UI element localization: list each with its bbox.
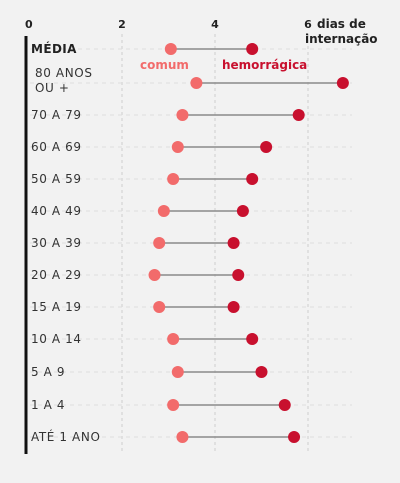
x-tick-label: 4 [211, 18, 219, 31]
x-tick-label: 2 [118, 18, 126, 31]
legend-hemorragica: hemorrágica [222, 58, 307, 72]
dot-hemorragica [255, 366, 268, 378]
category-label: 60 A 69 [31, 140, 82, 154]
dot-hemorragica [246, 173, 259, 185]
dot-hemorragica [246, 43, 259, 55]
dot-comum [167, 173, 180, 185]
dot-comum [171, 141, 184, 153]
dot-hemorragica [260, 141, 273, 153]
dot-comum [167, 399, 180, 411]
dot-hemorragica [288, 431, 301, 443]
dot-hemorragica [336, 77, 349, 89]
legend-comum: comum [140, 58, 189, 72]
category-label: OU + [35, 81, 70, 95]
category-label: 40 A 49 [31, 204, 82, 218]
dot-comum [153, 237, 166, 249]
category-label: 50 A 59 [31, 172, 82, 186]
dot-comum [157, 205, 170, 217]
category-label: 15 A 19 [31, 300, 82, 314]
category-label: 20 A 29 [31, 268, 82, 282]
dot-hemorragica [227, 237, 240, 249]
category-label: MÉDIA [31, 41, 77, 56]
category-label: 10 A 14 [31, 332, 82, 346]
dot-comum [164, 43, 177, 55]
dot-comum [171, 366, 184, 378]
dot-hemorragica [236, 205, 249, 217]
dot-hemorragica [292, 109, 305, 121]
dot-comum [153, 301, 166, 313]
dot-comum [176, 109, 189, 121]
x-unit-label: internação [305, 32, 378, 46]
category-label: 80 ANOS [35, 66, 93, 80]
dot-comum [190, 77, 203, 89]
dot-hemorragica [246, 333, 259, 345]
category-label: 70 A 79 [31, 108, 82, 122]
category-label: 5 A 9 [31, 365, 65, 379]
dot-hemorragica [232, 269, 245, 281]
category-label: 30 A 39 [31, 236, 82, 250]
dot-comum [148, 269, 161, 281]
dot-comum [176, 431, 189, 443]
dot-comum [167, 333, 180, 345]
category-label: ATÉ 1 ANO [31, 429, 100, 444]
category-label: 1 A 4 [31, 398, 65, 412]
x-tick-label: 0 [25, 18, 33, 31]
dot-hemorragica [278, 399, 291, 411]
dot-hemorragica [227, 301, 240, 313]
x-unit-label: dias de [317, 17, 366, 31]
x-tick-label: 6 [304, 18, 312, 31]
